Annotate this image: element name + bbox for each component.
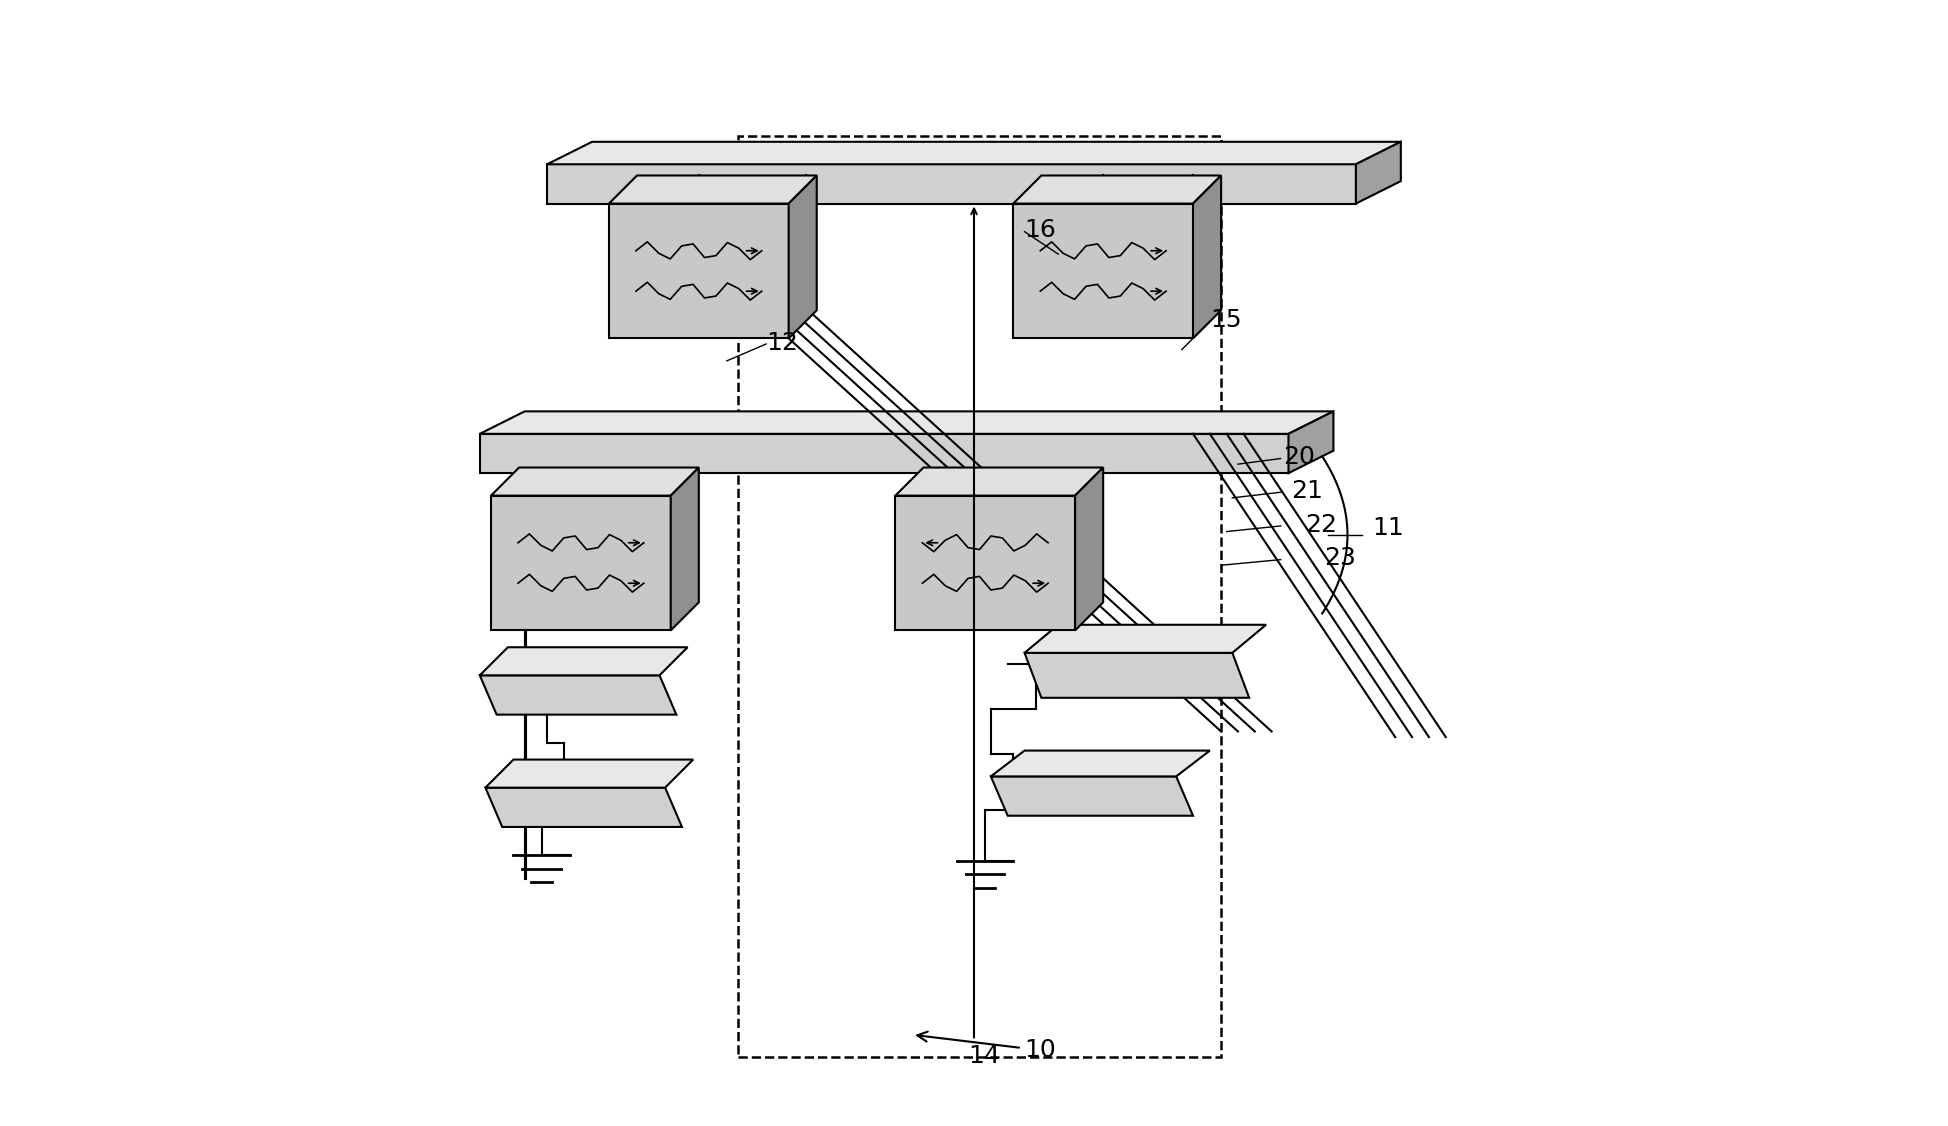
Polygon shape [992, 751, 1210, 777]
Text: 11: 11 [1373, 516, 1405, 540]
Polygon shape [479, 434, 1288, 473]
Polygon shape [1356, 142, 1401, 204]
Text: 22: 22 [1305, 512, 1338, 537]
Polygon shape [1075, 467, 1103, 631]
Polygon shape [670, 467, 699, 631]
Polygon shape [479, 676, 676, 715]
Polygon shape [547, 164, 1356, 204]
Text: 10: 10 [918, 1031, 1056, 1062]
Polygon shape [485, 760, 693, 788]
Polygon shape [491, 495, 670, 631]
Polygon shape [896, 467, 1103, 495]
Text: 15: 15 [1210, 309, 1241, 332]
Text: 12: 12 [766, 331, 799, 355]
Polygon shape [485, 788, 682, 826]
Polygon shape [479, 411, 1334, 434]
Polygon shape [789, 176, 816, 338]
Polygon shape [992, 777, 1192, 815]
Text: 20: 20 [1284, 445, 1315, 470]
Polygon shape [1288, 411, 1334, 473]
Polygon shape [547, 142, 1401, 164]
Polygon shape [896, 495, 1075, 631]
Polygon shape [1192, 176, 1221, 338]
Polygon shape [479, 647, 688, 676]
Polygon shape [610, 176, 816, 204]
Polygon shape [1025, 625, 1266, 653]
Text: 16: 16 [1025, 218, 1056, 242]
Text: 21: 21 [1292, 479, 1323, 503]
Polygon shape [610, 204, 789, 338]
Polygon shape [1025, 653, 1249, 698]
Text: 14: 14 [968, 1044, 999, 1067]
Polygon shape [491, 467, 699, 495]
Polygon shape [1013, 204, 1192, 338]
Text: 23: 23 [1325, 546, 1356, 570]
Polygon shape [1013, 176, 1221, 204]
